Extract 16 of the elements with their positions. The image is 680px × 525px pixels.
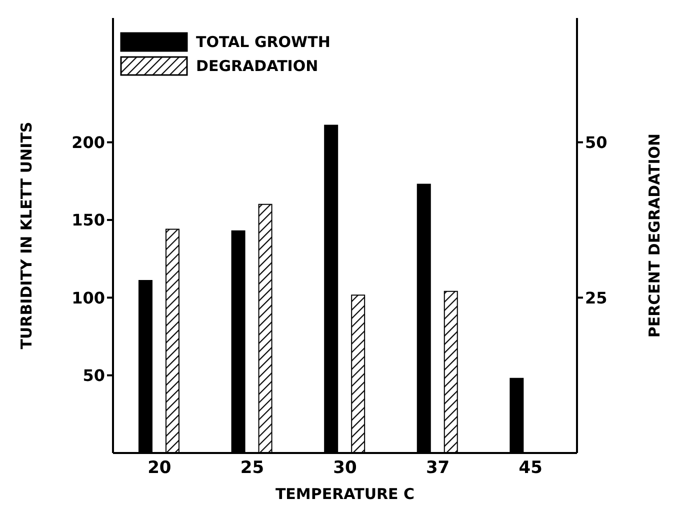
legend-label: TOTAL GROWTH bbox=[196, 33, 330, 51]
y2-axis-title: PERCENT DEGRADATION bbox=[645, 133, 664, 338]
x-axis-title: TEMPERATURE C bbox=[275, 485, 415, 503]
y-tick-label: 200 bbox=[72, 132, 105, 152]
y2-tick-label: 50 bbox=[585, 132, 608, 152]
y2-tick-label: 25 bbox=[585, 288, 608, 308]
x-tick-label: 45 bbox=[518, 458, 542, 478]
legend-label: DEGRADATION bbox=[196, 57, 318, 75]
y-tick-label: 100 bbox=[72, 288, 105, 308]
x-tick-label: 37 bbox=[426, 458, 450, 478]
y-tick-label: 50 bbox=[82, 366, 105, 385]
x-tick-label: 20 bbox=[148, 458, 172, 478]
x-tick-label: 30 bbox=[333, 458, 357, 478]
y-tick-label: 150 bbox=[72, 210, 105, 230]
y-axis-title: TURBIDITY IN KLETT UNITS bbox=[17, 122, 36, 350]
x-tick-label: 25 bbox=[240, 458, 264, 478]
